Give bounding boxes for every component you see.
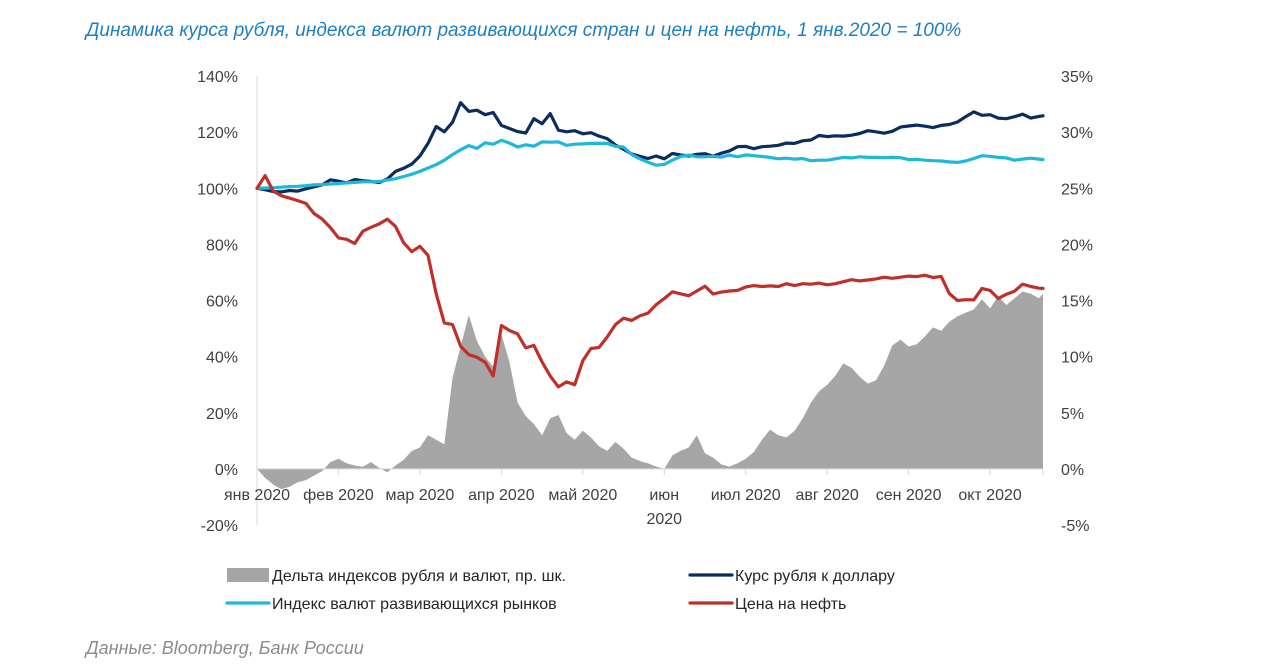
left-axis-tick-label: 0% — [215, 462, 238, 479]
series-line-3 — [255, 174, 1045, 389]
right-axis-tick-label: 0% — [1061, 462, 1084, 479]
right-axis-tick-label: 25% — [1061, 181, 1093, 198]
right-axis-tick-label: 5% — [1061, 406, 1084, 423]
x-tick-label: авг 2020 — [796, 487, 859, 504]
area-layer — [257, 291, 1043, 490]
legend-swatch-area — [227, 568, 269, 582]
right-axis-tick-label: 30% — [1061, 125, 1093, 142]
left-axis-tick-label: 40% — [206, 350, 238, 367]
axis-layer — [256, 76, 1044, 525]
x-axis-tick-labels: янв 2020 фев 2020 мар 2020 апр 2020 май 2020… — [224, 487, 1022, 528]
right-axis-tick-label: 35% — [1061, 69, 1093, 86]
left-axis-tick-label: 60% — [206, 294, 238, 311]
source-note: Данные: Bloomberg, Банк России — [86, 638, 364, 658]
left-axis-tick-label: -20% — [201, 518, 238, 535]
x-tick-label: 2020 — [646, 511, 682, 528]
x-tick-label: фев 2020 — [303, 487, 374, 504]
series-line-1 — [255, 101, 1045, 194]
x-tick-label: май 2020 — [548, 487, 617, 504]
left-axis-tick-label: 140% — [197, 69, 238, 86]
left-axis-tick-label: 80% — [206, 237, 238, 254]
left-axis-tick-label: 120% — [197, 125, 238, 142]
legend-label: Дельта индексов рубля и валют, пр. шк. — [272, 568, 566, 585]
x-tick-label: июл 2020 — [711, 487, 781, 504]
left-axis-tick-label: 100% — [197, 181, 238, 198]
legend: Дельта индексов рубля и валют, пр. шк. Ку… — [225, 568, 895, 613]
legend-label: Цена на нефть — [735, 596, 846, 613]
series-line-2 — [255, 138, 1045, 190]
x-tick-label: мар 2020 — [385, 487, 454, 504]
right-axis-tick-labels: 35% 30% 25% 20% 15% 10% 5% 0% -5% — [1061, 69, 1093, 535]
legend-label: Индекс валют развивающихся рынков — [272, 596, 557, 613]
left-axis-tick-label: 20% — [206, 406, 238, 423]
x-tick-label: окт 2020 — [958, 487, 1022, 504]
series-area-delta — [257, 291, 1043, 490]
x-tick-label: апр 2020 — [468, 487, 535, 504]
chart-title: Динамика курса рубля, индекса валют разв… — [86, 20, 962, 41]
right-axis-tick-label: -5% — [1061, 518, 1089, 535]
right-axis-tick-label: 10% — [1061, 350, 1093, 367]
legend-label: Курс рубля к доллару — [735, 568, 895, 585]
x-tick-label: сен 2020 — [876, 487, 942, 504]
x-tick-label: янв 2020 — [224, 487, 290, 504]
x-tick-label: июн — [649, 487, 679, 504]
right-axis-tick-label: 20% — [1061, 237, 1093, 254]
right-axis-tick-label: 15% — [1061, 294, 1093, 311]
left-axis-tick-labels: 140% 120% 100% 80% 60% 40% 20% 0% -20% — [197, 69, 238, 535]
line-layer — [255, 101, 1045, 389]
